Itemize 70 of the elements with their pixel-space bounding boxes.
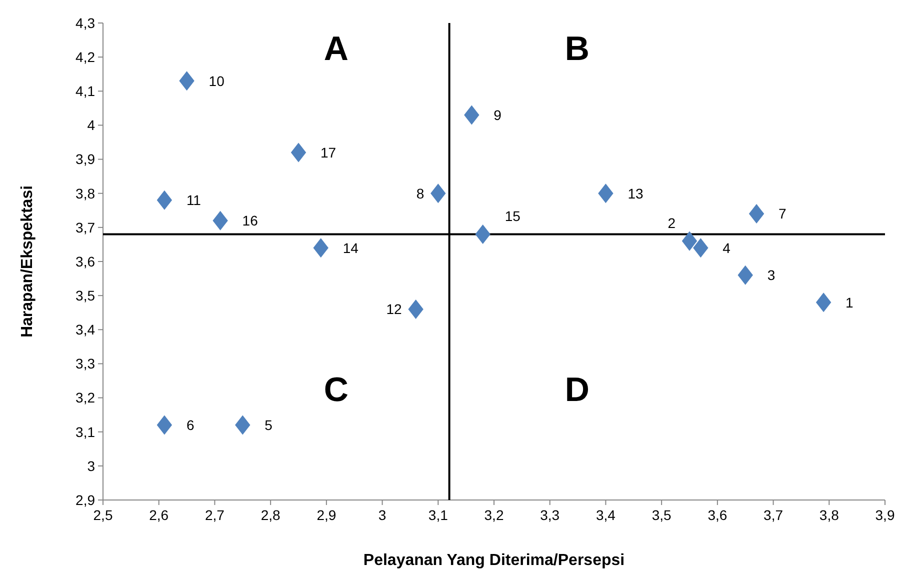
series-label: 5 <box>264 416 273 433</box>
annotation: D <box>564 371 590 410</box>
x-tick-label: 2,9 <box>316 507 336 523</box>
point <box>475 224 490 244</box>
y-tick-label: 3,3 <box>76 356 96 372</box>
x-tick-label: 3 <box>378 507 386 523</box>
y-tick-label: 3,6 <box>76 253 96 270</box>
series-label: 13 <box>628 185 644 202</box>
series-label: 12 <box>386 301 402 318</box>
series-label: 2 <box>668 214 676 231</box>
series-label: 14 <box>342 240 359 256</box>
series-label: 1 <box>846 294 854 310</box>
point <box>179 71 194 91</box>
y-tick-label: 4,3 <box>76 14 96 31</box>
x-tick-label: 2,6 <box>149 507 169 523</box>
point <box>156 415 172 435</box>
x-tick-label: 3,8 <box>819 507 840 523</box>
y-tick-label: 2,9 <box>76 492 96 508</box>
series-label: 17 <box>320 144 336 160</box>
y-tick-label: 4,1 <box>76 83 96 100</box>
y-tick-label: 3 <box>87 458 96 474</box>
x-tick-label: 3,5 <box>652 507 672 523</box>
point <box>738 265 753 285</box>
x-tick-label: 3,7 <box>764 507 784 523</box>
x-axis-title: Pelayanan Yang Diterima/Persepsi <box>363 552 625 569</box>
x-tick-label: 3,1 <box>428 507 448 523</box>
point <box>682 231 698 251</box>
y-tick-label: 3,5 <box>76 287 96 304</box>
point <box>313 238 328 258</box>
x-tick-label: 2,5 <box>93 507 113 523</box>
y-tick-label: 3,9 <box>76 151 96 168</box>
series-label: 11 <box>186 192 202 208</box>
series-label: 7 <box>778 206 787 222</box>
x-tick-label: 3,4 <box>596 507 616 523</box>
y-tick-label: 3,1 <box>76 424 96 440</box>
series-label: 3 <box>767 267 776 284</box>
series-label: 9 <box>494 106 502 123</box>
x-tick-label: 2,8 <box>260 507 281 523</box>
series-label: 4 <box>722 240 731 256</box>
point <box>464 105 480 125</box>
series-label: 6 <box>186 416 194 433</box>
series-label: 10 <box>208 72 225 89</box>
point <box>212 210 228 230</box>
series-label: 8 <box>416 185 424 202</box>
x-tick-label: 3,3 <box>540 507 560 523</box>
y-tick-label: 4,2 <box>76 48 96 65</box>
y-axis-title: Harapan/Ekspektasi <box>19 185 36 338</box>
point <box>408 299 424 319</box>
point <box>235 415 250 435</box>
annotation: A <box>324 30 348 68</box>
point <box>290 142 306 162</box>
annotation: C <box>324 371 348 410</box>
series-label: 15 <box>504 208 521 224</box>
point <box>598 184 614 204</box>
series-label: 16 <box>242 212 258 229</box>
point <box>156 190 172 210</box>
point <box>693 238 708 258</box>
y-tick-label: 3,2 <box>76 390 96 406</box>
x-tick-label: 3,6 <box>708 507 728 523</box>
point <box>816 292 832 312</box>
y-tick-label: 3,7 <box>76 219 96 236</box>
x-tick-label: 3,2 <box>484 507 504 523</box>
point <box>748 204 764 224</box>
y-tick-label: 3,4 <box>76 322 96 338</box>
annotation: B <box>564 30 590 68</box>
y-tick-label: 3,8 <box>76 185 96 202</box>
y-tick-label: 4 <box>87 117 96 134</box>
x-tick-label: 2,7 <box>204 507 225 523</box>
x-tick-label: 3,9 <box>875 507 895 523</box>
point <box>430 184 446 204</box>
